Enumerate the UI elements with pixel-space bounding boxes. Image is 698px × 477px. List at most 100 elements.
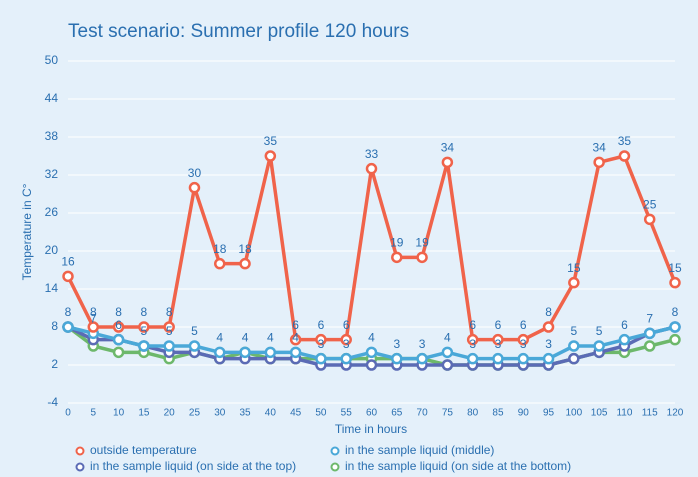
data-label: 3 xyxy=(520,337,527,351)
data-label: 4 xyxy=(444,331,451,345)
data-point xyxy=(416,352,428,365)
data-point xyxy=(214,257,226,270)
data-label: 3 xyxy=(419,337,426,351)
y-tick-label: 26 xyxy=(45,205,59,219)
legend-label: in the sample liquid (on side at the top… xyxy=(90,459,296,473)
data-label: 18 xyxy=(213,242,227,256)
x-tick-label: 80 xyxy=(467,408,479,419)
data-point xyxy=(466,333,479,346)
data-label: 6 xyxy=(343,318,350,332)
data-point xyxy=(112,321,125,333)
data-point xyxy=(214,346,226,359)
data-label: 8 xyxy=(90,305,97,319)
legend-label: outside temperature xyxy=(90,443,197,457)
data-label: 15 xyxy=(567,261,581,275)
x-tick-label: 105 xyxy=(591,408,608,419)
data-point xyxy=(87,321,100,333)
data-label: 5 xyxy=(570,324,577,338)
data-label: 5 xyxy=(141,324,148,338)
data-point xyxy=(466,352,479,365)
data-point xyxy=(517,333,529,346)
data-point xyxy=(264,150,277,162)
data-label: 19 xyxy=(415,236,429,250)
y-tick-label: 32 xyxy=(45,167,59,181)
data-point xyxy=(289,346,302,359)
data-label: 5 xyxy=(596,324,603,338)
data-point xyxy=(618,150,631,162)
data-point xyxy=(365,346,378,359)
data-label: 3 xyxy=(393,337,400,351)
y-tick-label: 20 xyxy=(45,243,59,257)
data-point xyxy=(239,346,251,359)
x-tick-label: 110 xyxy=(616,408,632,419)
data-point xyxy=(340,333,352,346)
data-point xyxy=(112,333,125,346)
x-tick-label: 30 xyxy=(214,408,226,419)
data-label: 8 xyxy=(141,305,148,319)
data-point xyxy=(492,333,504,346)
x-tick-label: 5 xyxy=(91,408,97,419)
data-label: 3 xyxy=(495,337,502,351)
data-point xyxy=(416,251,428,264)
data-label: 3 xyxy=(545,337,552,351)
data-point xyxy=(441,156,454,169)
data-point xyxy=(138,340,150,352)
legend-marker xyxy=(75,446,85,456)
data-label: 4 xyxy=(292,331,299,345)
data-label: 6 xyxy=(318,318,325,332)
data-point xyxy=(542,321,555,333)
y-tick-label: 14 xyxy=(45,281,59,295)
data-label: 5 xyxy=(191,324,198,338)
data-point xyxy=(365,359,378,371)
y-axis-label: Temperature in C° xyxy=(20,183,34,280)
data-point xyxy=(365,162,378,175)
y-tick-label: 38 xyxy=(45,129,59,143)
data-label: 33 xyxy=(365,147,379,161)
data-point xyxy=(669,276,681,289)
data-label: 35 xyxy=(264,134,278,148)
x-tick-label: 100 xyxy=(565,408,582,419)
data-label: 8 xyxy=(65,305,72,319)
x-tick-label: 20 xyxy=(164,408,176,419)
data-label: 8 xyxy=(672,305,679,319)
legend-marker xyxy=(330,462,340,472)
data-point xyxy=(593,156,605,169)
x-tick-label: 115 xyxy=(642,408,658,419)
data-point xyxy=(517,352,529,365)
y-tick-label: 50 xyxy=(45,53,59,67)
data-point xyxy=(441,346,454,359)
legend-label: in the sample liquid (middle) xyxy=(345,443,494,457)
data-label: 6 xyxy=(115,318,122,332)
data-label: 15 xyxy=(668,261,682,275)
data-point xyxy=(239,257,251,270)
legend-marker xyxy=(75,462,85,472)
data-label: 35 xyxy=(618,134,632,148)
x-tick-label: 55 xyxy=(341,408,353,419)
data-label: 3 xyxy=(318,337,325,351)
data-label: 30 xyxy=(188,166,202,180)
data-label: 16 xyxy=(61,255,75,269)
x-tick-label: 60 xyxy=(366,408,378,419)
data-label: 4 xyxy=(368,331,375,345)
x-tick-label: 70 xyxy=(417,408,429,419)
data-point xyxy=(618,333,631,346)
data-label: 6 xyxy=(621,318,628,332)
legend-marker xyxy=(330,446,340,456)
data-point xyxy=(315,352,327,365)
y-tick-label: 2 xyxy=(51,357,58,371)
x-tick-label: 40 xyxy=(265,408,277,419)
data-point xyxy=(492,352,504,365)
data-label: 34 xyxy=(441,141,455,155)
x-tick-label: 90 xyxy=(518,408,530,419)
data-point xyxy=(643,327,656,340)
data-point xyxy=(568,340,580,352)
data-point xyxy=(669,321,681,333)
data-label: 5 xyxy=(166,324,173,338)
x-tick-label: 95 xyxy=(543,408,555,419)
x-tick-label: 120 xyxy=(667,408,684,419)
data-point xyxy=(138,321,150,333)
data-point xyxy=(163,321,175,333)
data-point xyxy=(188,340,201,352)
data-point xyxy=(568,276,580,289)
